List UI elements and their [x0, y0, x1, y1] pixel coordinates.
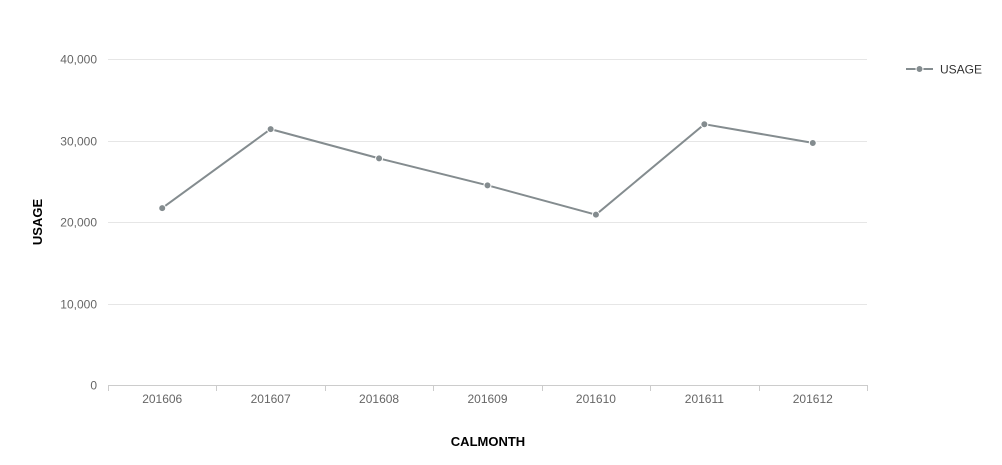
x-tick-label: 201610 [576, 392, 616, 406]
y-tick-label: 10,000 [60, 298, 97, 312]
y-tick-label: 30,000 [60, 135, 97, 149]
x-axis: 201606 201607 201608 201609 201610 201611 2016… [108, 385, 868, 406]
data-point[interactable] [375, 154, 384, 163]
x-axis-title: CALMONTH [451, 434, 525, 449]
legend[interactable]: USAGE [906, 63, 982, 77]
data-point[interactable] [808, 138, 817, 147]
legend-marker-icon [915, 65, 924, 73]
y-axis-title: USAGE [30, 199, 45, 246]
x-tick-label: 201606 [142, 392, 182, 406]
legend-entry-usage: USAGE [940, 63, 982, 77]
y-tick-label: 40,000 [60, 53, 97, 67]
data-point[interactable] [591, 210, 600, 219]
data-point[interactable] [700, 120, 709, 129]
x-tick-label: 201611 [685, 392, 724, 406]
series-layer [158, 120, 817, 219]
y-tick-label: 20,000 [60, 216, 97, 230]
x-tick-label: 201607 [251, 392, 291, 406]
x-tick-label: 201612 [793, 392, 833, 406]
y-axis: 0 10,000 20,000 30,000 40,000 [60, 53, 97, 393]
data-point[interactable] [158, 204, 167, 213]
gridlines [108, 59, 867, 305]
data-point[interactable] [266, 125, 275, 134]
y-tick-label: 0 [90, 379, 97, 393]
x-tick-label: 201609 [467, 392, 507, 406]
data-point[interactable] [483, 181, 492, 190]
x-tick-label: 201608 [359, 392, 399, 406]
series-line-usage [161, 123, 813, 216]
